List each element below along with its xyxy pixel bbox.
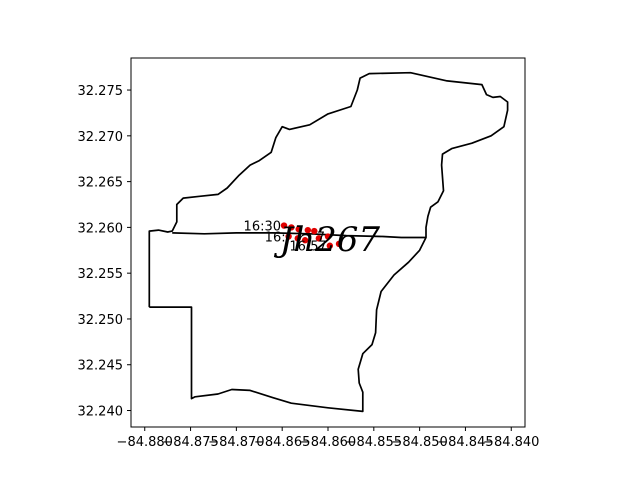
x-tick-label: −84.860 [300, 435, 356, 450]
track-point [295, 226, 302, 233]
boundary-outline [148, 71, 509, 413]
plot-area [131, 58, 525, 427]
x-tick-label: −84.855 [346, 435, 402, 450]
y-tick-label: 32.245 [78, 359, 124, 374]
track-point [324, 233, 332, 240]
y-tick-label: 32.270 [78, 130, 124, 145]
point-time-label: 7 [317, 231, 325, 246]
x-tick-label: −84.875 [162, 435, 218, 450]
large-annotation-label: Jh267 [274, 220, 381, 260]
x-tick-label: −84.865 [254, 435, 310, 450]
track-point [326, 242, 334, 249]
track-point [301, 237, 309, 244]
track-point [335, 240, 343, 248]
track-point [285, 233, 292, 240]
plot-frame-border [130, 57, 526, 428]
x-tick-label: −84.845 [437, 435, 493, 450]
point-time-label: 16: [265, 231, 286, 246]
x-tick-label: −84.850 [391, 435, 447, 450]
points-layer [280, 222, 343, 249]
track-point [288, 224, 295, 231]
track-point [294, 235, 301, 242]
y-axis: 32.240 32.245 32.250 32.255 32.260 32.265 32.2… [78, 84, 131, 420]
x-tick-label: −84.870 [208, 435, 264, 450]
map-layer [148, 71, 509, 413]
road-line [172, 232, 426, 239]
track-point [280, 222, 288, 229]
y-tick-label: 32.250 [78, 313, 124, 328]
track-point [311, 227, 318, 235]
track-point [315, 235, 323, 242]
point-time-label: 16:57 [289, 240, 326, 255]
point-time-label: 16:30 [244, 220, 281, 235]
x-tick-label: −84.840 [483, 435, 539, 450]
y-tick-label: 32.265 [78, 176, 124, 191]
y-tick-label: 32.260 [78, 221, 124, 236]
x-tick-label: −84.880 [117, 435, 173, 450]
x-axis: −84.880−84.875−84.870−84.865−84.860−84.8… [117, 427, 539, 450]
y-tick-label: 32.275 [78, 84, 124, 99]
y-tick-label: 32.255 [78, 267, 124, 282]
y-tick-label: 32.240 [78, 405, 124, 420]
track-point [304, 226, 312, 234]
